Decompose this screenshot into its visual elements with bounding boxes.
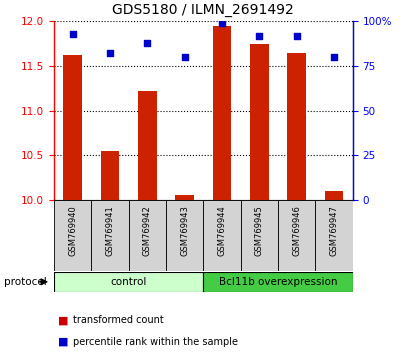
Text: control: control xyxy=(110,277,147,287)
Bar xyxy=(213,26,232,200)
Title: GDS5180 / ILMN_2691492: GDS5180 / ILMN_2691492 xyxy=(112,4,294,17)
Text: transformed count: transformed count xyxy=(73,315,164,325)
Point xyxy=(219,20,225,26)
Text: GSM769944: GSM769944 xyxy=(217,205,227,256)
Bar xyxy=(138,91,157,200)
Text: GSM769945: GSM769945 xyxy=(255,205,264,256)
Text: ■: ■ xyxy=(58,337,68,347)
Bar xyxy=(101,151,120,200)
Bar xyxy=(241,200,278,271)
Text: GSM769943: GSM769943 xyxy=(180,205,189,256)
Bar xyxy=(166,200,203,271)
Bar xyxy=(176,195,194,200)
Text: GSM769947: GSM769947 xyxy=(330,205,339,256)
Point xyxy=(181,54,188,60)
Text: percentile rank within the sample: percentile rank within the sample xyxy=(73,337,238,347)
Point xyxy=(69,31,76,36)
Text: GSM769940: GSM769940 xyxy=(68,205,77,256)
Text: ■: ■ xyxy=(58,315,68,325)
Bar xyxy=(278,200,315,271)
Text: GSM769941: GSM769941 xyxy=(105,205,115,256)
Point xyxy=(107,51,113,56)
Point xyxy=(331,54,337,60)
Bar xyxy=(54,272,203,292)
Text: Bcl11b overexpression: Bcl11b overexpression xyxy=(219,277,337,287)
Text: GSM769942: GSM769942 xyxy=(143,205,152,256)
Point xyxy=(144,40,151,46)
Bar xyxy=(315,200,353,271)
Bar xyxy=(54,200,91,271)
Bar xyxy=(287,52,306,200)
Text: protocol: protocol xyxy=(4,277,47,287)
Bar xyxy=(250,44,269,200)
Bar xyxy=(203,200,241,271)
Bar xyxy=(325,191,344,200)
Bar xyxy=(203,272,353,292)
Bar xyxy=(129,200,166,271)
Point xyxy=(256,33,263,38)
Bar xyxy=(63,55,82,200)
Bar xyxy=(91,200,129,271)
Point xyxy=(293,33,300,38)
Text: GSM769946: GSM769946 xyxy=(292,205,301,256)
